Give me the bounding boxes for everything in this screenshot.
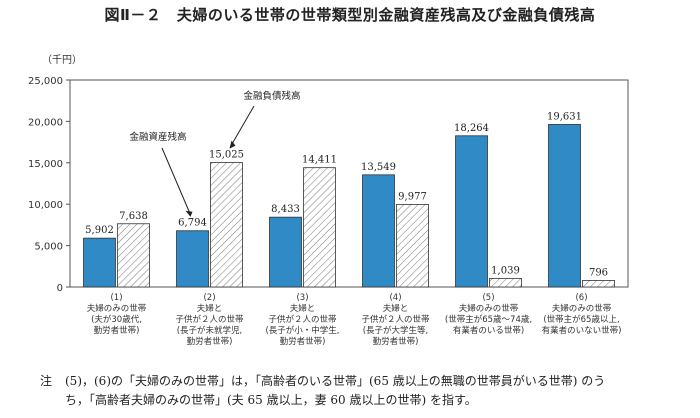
annotation-liabilities: 金融負債残高 — [243, 90, 300, 102]
x-category-label: (4) — [389, 293, 401, 303]
x-category-label: 勤労者世帯) — [187, 336, 233, 347]
chart-title: 図Ⅱ－２ 夫婦のいる世帯の世帯類型別金融資産残高及び金融負債残高 — [104, 6, 596, 24]
bar-assets — [455, 135, 488, 288]
x-category-label: 子供が２人の世帯 — [175, 314, 244, 325]
bar-liabilities — [210, 162, 243, 288]
x-category-label: (世帯主が65歳以上, — [543, 314, 619, 325]
bar-assets — [176, 230, 209, 288]
data-label-liabilities: 7,638 — [119, 211, 148, 222]
x-category-label: (3) — [296, 293, 308, 303]
data-label-assets: 19,631 — [547, 111, 582, 122]
x-category-label: 有業者のいない世帯) — [542, 325, 622, 336]
y-tick-label: 5,000 — [34, 242, 63, 253]
x-category-label: (6) — [575, 293, 587, 303]
y-tick-label: 0 — [57, 283, 63, 294]
y-unit-label: （千円） — [42, 54, 82, 66]
footnote-line-1: (5)，(6)の「夫婦のみの世帯」は，「高齢者のいる世帯」(65 歳以上の無職の… — [65, 374, 606, 388]
bar-liabilities — [303, 167, 336, 288]
y-tick-label: 10,000 — [28, 200, 63, 211]
x-category-label: (世帯主が65歳～74歳, — [445, 314, 532, 325]
x-category-label: 勤労者世帯) — [373, 336, 419, 347]
x-category-label: (長子が未就学児, — [177, 325, 243, 336]
x-category-label: 子供が２人の世帯 — [361, 314, 430, 325]
annotation-arrowhead-liabilities — [229, 140, 236, 149]
data-label-liabilities: 15,025 — [209, 150, 244, 161]
bar-chart: （千円） 0 5,000 10,000 15,000 20,000 25,000 5,902… — [28, 54, 629, 347]
annotation-arrow-liabilities — [230, 105, 255, 147]
bar-assets — [548, 124, 581, 288]
footnote-line-2: ち，「高齢者夫婦のみの世帯」(夫 65 歳以上，妻 60 歳以上の世帯) を指す… — [65, 393, 477, 407]
y-tick-label: 20,000 — [28, 117, 63, 128]
x-category-label: (1) — [110, 293, 122, 303]
data-label-assets: 13,549 — [361, 162, 396, 173]
data-label-liabilities: 1,039 — [491, 265, 520, 276]
bar-assets — [269, 216, 302, 288]
data-label-liabilities: 9,977 — [398, 191, 427, 202]
x-category-label: 勤労者世帯) — [94, 325, 140, 336]
data-label-assets: 18,264 — [454, 123, 489, 134]
x-category-label: 夫婦と — [197, 303, 223, 314]
x-category-label: 有業者のいる世帯) — [453, 325, 524, 336]
x-category-label: 勤労者世帯) — [280, 336, 326, 347]
bar-assets — [83, 237, 116, 288]
x-category-label: 夫婦と — [290, 303, 316, 314]
plot-frame — [69, 79, 629, 288]
data-label-assets: 8,433 — [271, 204, 300, 215]
data-label-assets: 5,902 — [85, 225, 114, 236]
x-category-label: (2) — [203, 293, 215, 303]
x-category-label: 夫婦のみの世帯 — [459, 303, 519, 314]
footnote: 注 (5)，(6)の「夫婦のみの世帯」は，「高齢者のいる世帯」(65 歳以上の無職… — [40, 372, 680, 410]
bar-liabilities — [396, 203, 429, 288]
x-category-label: (長子が大学生等, — [363, 325, 429, 336]
bar-liabilities — [117, 223, 150, 288]
data-label-liabilities: 796 — [589, 267, 608, 278]
x-category-label: 子供が２人の世帯 — [268, 314, 337, 325]
bar-liabilities — [489, 277, 522, 288]
x-category-label: 夫婦と — [383, 303, 409, 314]
bar-liabilities — [582, 280, 615, 288]
x-category-label: (5) — [482, 293, 494, 303]
x-category-label: 夫婦のみの世帯 — [552, 303, 612, 314]
bar-assets — [362, 174, 395, 288]
annotation-arrowhead-assets — [185, 210, 193, 217]
annotation-arrow-assets — [161, 147, 191, 215]
x-category-label: 夫婦のみの世帯 — [87, 303, 147, 314]
x-category-label: (夫が30歳代, — [91, 314, 142, 325]
data-label-assets: 6,794 — [178, 218, 207, 229]
x-category-label: (長子が小・中学生, — [265, 325, 339, 336]
y-tick-label: 25,000 — [28, 76, 63, 87]
y-tick-label: 15,000 — [28, 159, 63, 170]
footnote-lead: 注 — [40, 374, 53, 388]
annotation-assets: 金融資産残高 — [129, 131, 186, 143]
data-label-liabilities: 14,411 — [302, 155, 337, 166]
